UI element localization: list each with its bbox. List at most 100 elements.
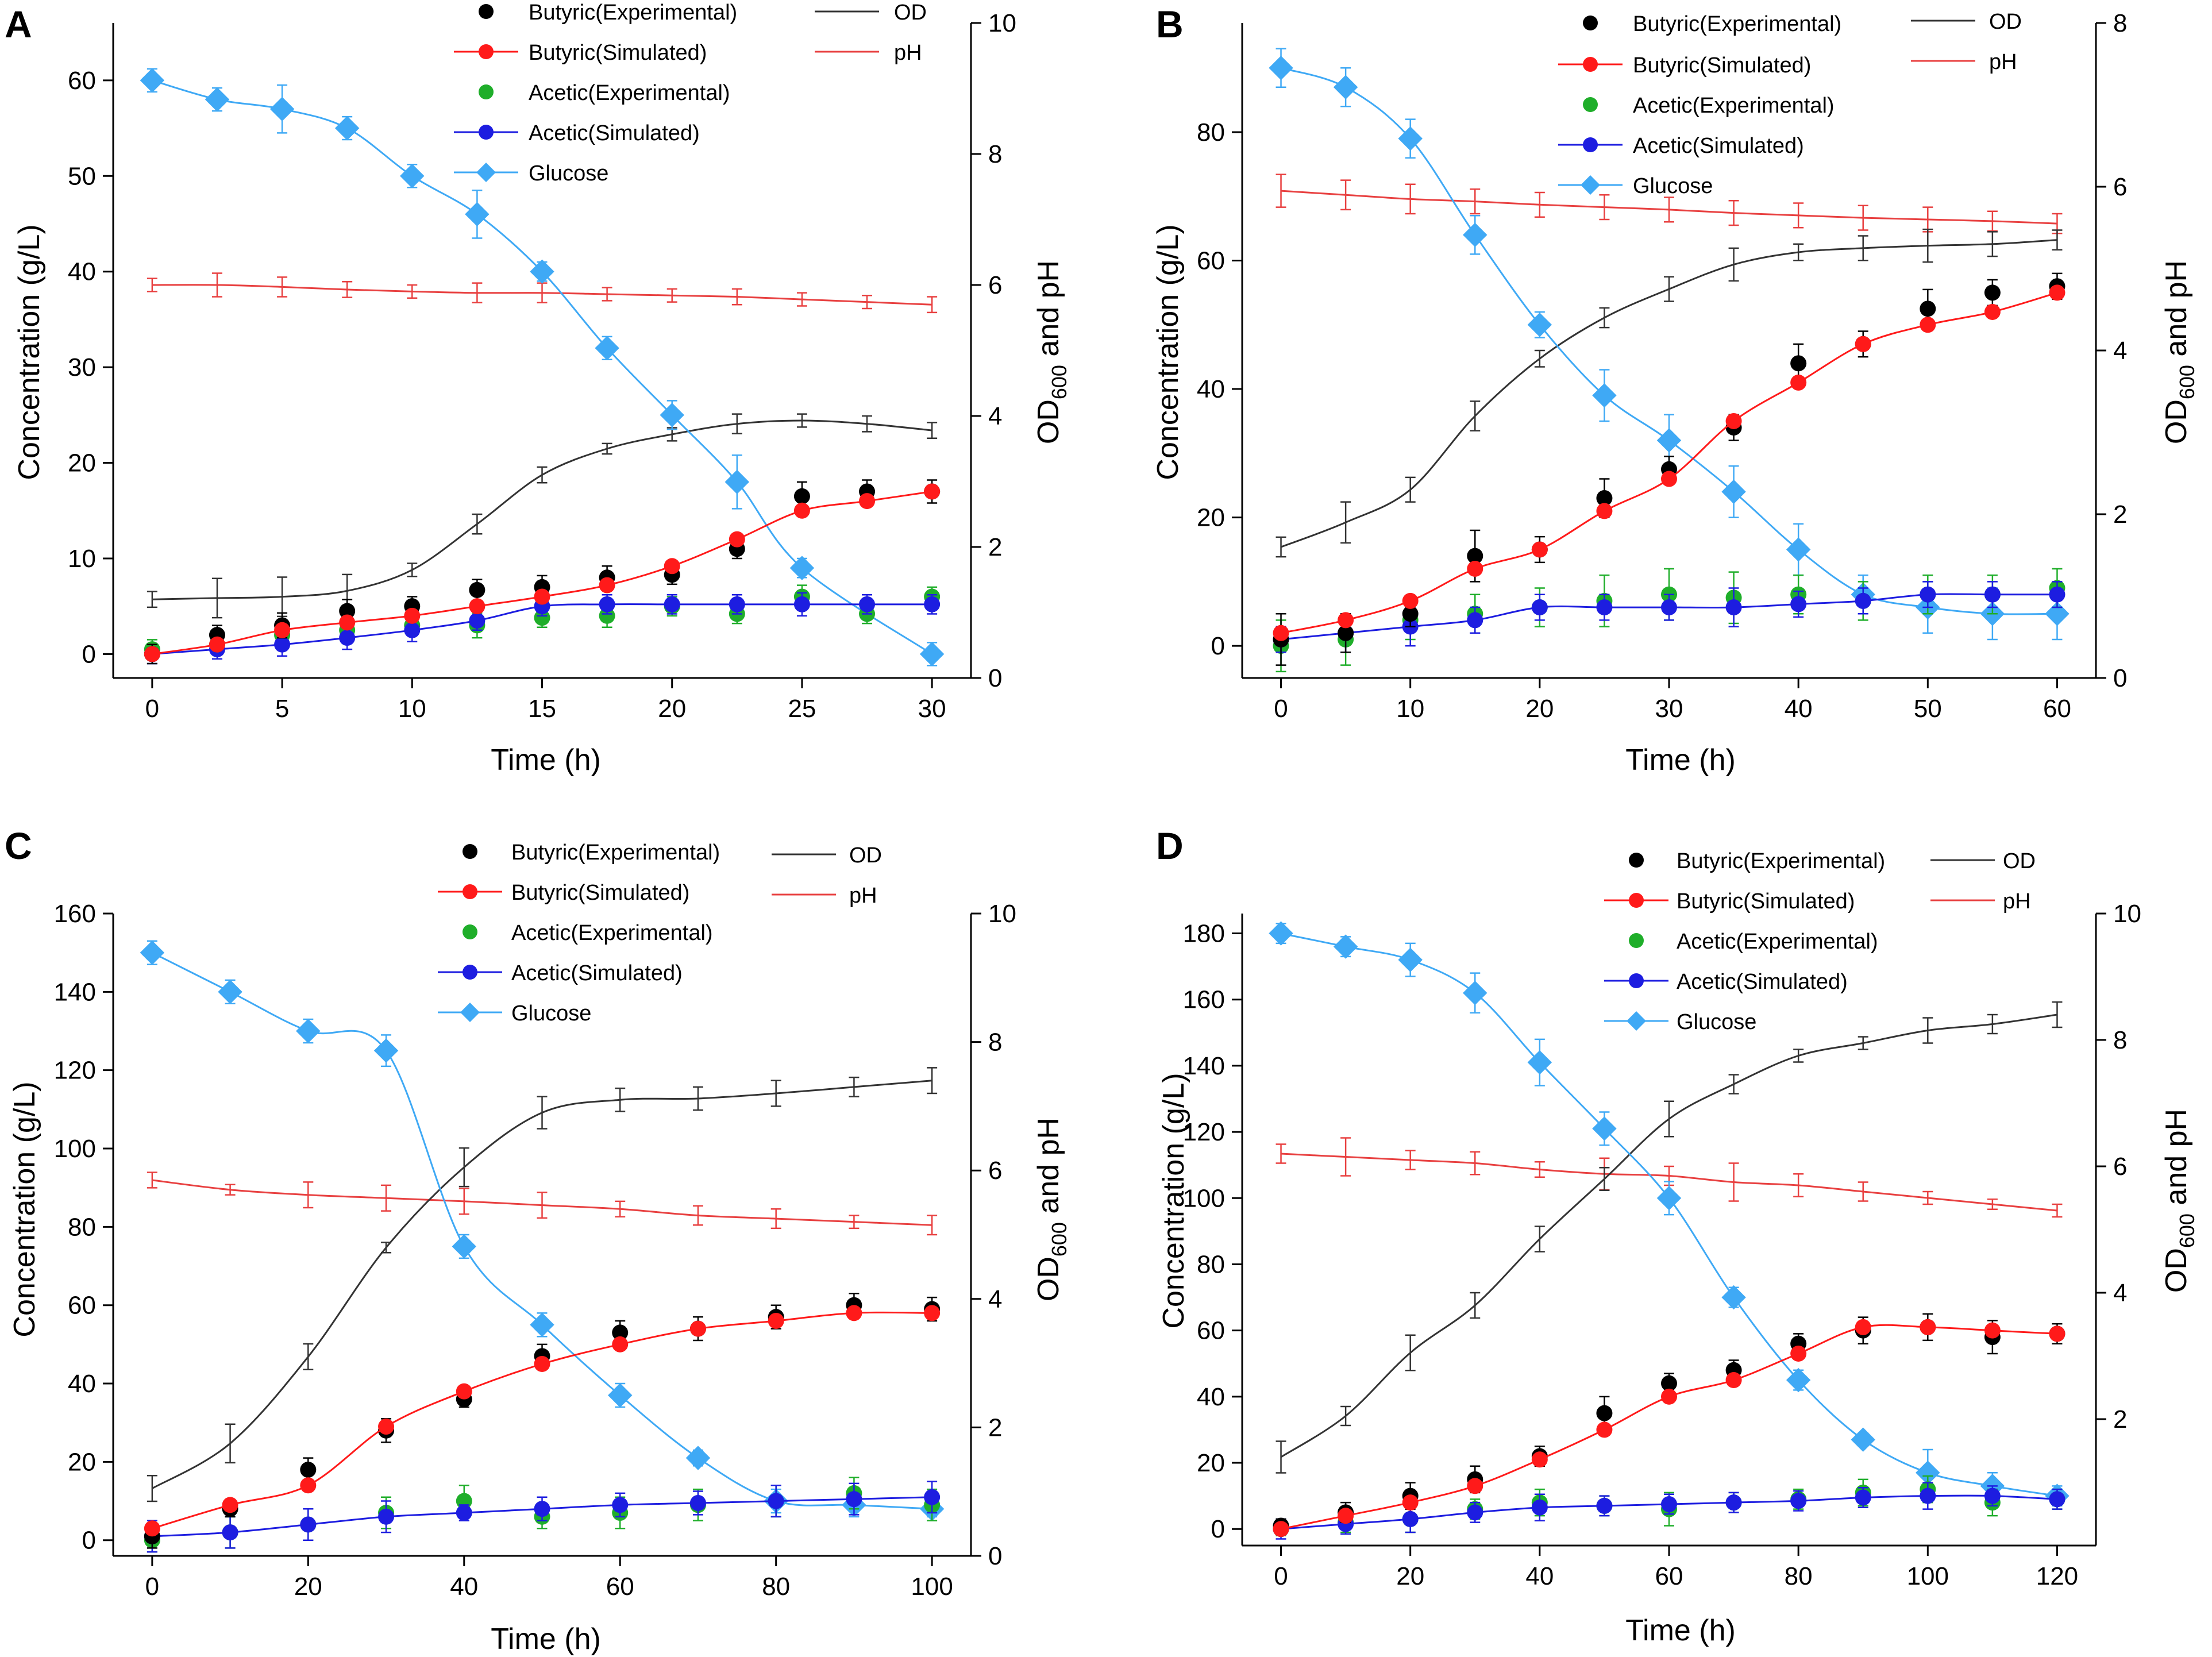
legend-entry-acetic-simulated: Acetic(Simulated) — [1604, 970, 1848, 994]
y-right-tick-label: 8 — [988, 1028, 1002, 1057]
plot-area: 0 10 20 30 40 50 60 0 20 40 60 80 0 2 4 6 8 — [1197, 9, 2127, 723]
data-point — [793, 596, 810, 612]
legend-label: Acetic(Simulated) — [529, 121, 700, 145]
series-ph — [147, 272, 938, 314]
data-point — [1333, 75, 1358, 99]
x-tick-label: 15 — [528, 695, 556, 723]
y-left-tick-label: 120 — [1183, 1118, 1225, 1146]
legend-label: Butyric(Simulated) — [1633, 53, 1811, 78]
y-right-tick-label: 0 — [988, 664, 1002, 692]
data-point — [452, 1234, 476, 1259]
data-point — [534, 1501, 550, 1517]
y-left-tick-label: 0 — [1211, 1515, 1225, 1543]
series-acetic-sim — [144, 592, 941, 665]
data-point — [274, 622, 291, 638]
x-tick-label: 60 — [2043, 695, 2071, 723]
x-tick-label: 40 — [1525, 1562, 1554, 1590]
data-point — [222, 1497, 238, 1513]
legend-entry-acetic-simulated: Acetic(Simulated) — [1558, 134, 1804, 158]
data-point — [1338, 1508, 1354, 1524]
y-right-tick-label: 2 — [2113, 500, 2127, 529]
data-point — [465, 202, 490, 227]
y-right-tick-label: 4 — [988, 402, 1002, 430]
legend-label: OD — [894, 1, 927, 25]
y-left-tick-label: 160 — [1183, 986, 1225, 1014]
legend-entry-butyric-experimental: Butyric(Experimental) — [479, 1, 737, 25]
data-point — [144, 1520, 160, 1537]
panel-c: C Concentration (g/L) Time (h) OD600 and… — [5, 824, 1071, 1656]
data-point — [140, 940, 165, 965]
series-glucose — [1269, 921, 2070, 1508]
series-acetic-sim — [1273, 1482, 2065, 1540]
data-point — [300, 1477, 317, 1494]
data-point — [1531, 599, 1548, 616]
data-point — [1920, 1488, 1936, 1504]
data-point — [1661, 599, 1677, 616]
y-right-tick-label: 6 — [2113, 173, 2127, 201]
y-right-tick-label: 6 — [988, 271, 1002, 299]
y-right-tick-label: 10 — [2113, 900, 2141, 928]
data-point — [1661, 1375, 1677, 1392]
y-right-tick-label: 6 — [2113, 1153, 2127, 1181]
x-tick-label: 20 — [1396, 1562, 1424, 1590]
series-butyric-sim — [144, 483, 941, 662]
data-point — [373, 1038, 399, 1063]
legend-label: Acetic(Experimental) — [529, 81, 730, 105]
legend-label: Glucose — [529, 161, 608, 186]
legend-label: Butyric(Experimental) — [529, 1, 737, 25]
y-right-tick-label: 0 — [2113, 664, 2127, 692]
x-axis-title: Time (h) — [491, 1623, 601, 1656]
legend-label: Glucose — [1677, 1010, 1756, 1034]
data-point — [1531, 1451, 1548, 1468]
data-point — [1596, 1497, 1613, 1514]
y-left-tick-label: 50 — [68, 162, 96, 190]
data-point — [1984, 1322, 2001, 1339]
series-glucose — [140, 940, 945, 1521]
data-point — [924, 596, 941, 612]
legend-entry-ph: pH — [1930, 889, 2031, 914]
data-point — [599, 607, 615, 624]
data-point — [846, 1305, 862, 1321]
data-point — [205, 87, 230, 112]
data-point — [789, 556, 815, 580]
data-point — [1656, 1186, 1682, 1211]
y-left-tick-label: 30 — [68, 353, 96, 382]
y-left-tick-label: 60 — [68, 67, 96, 95]
data-point — [469, 581, 485, 598]
legend-label: Butyric(Simulated) — [529, 41, 707, 65]
y-left-tick-label: 0 — [82, 1527, 96, 1555]
data-point — [1527, 1050, 1552, 1075]
data-point — [689, 1320, 706, 1337]
data-point — [2049, 1491, 2065, 1508]
data-point — [1273, 625, 1289, 641]
y-left-tick-label: 0 — [82, 640, 96, 668]
x-tick-label: 10 — [1396, 695, 1424, 723]
x-tick-label: 20 — [658, 695, 686, 723]
panel-letter: D — [1156, 824, 1184, 867]
data-point — [296, 1019, 321, 1043]
legend-label: pH — [849, 884, 877, 908]
legend-entry-butyric-simulated: Butyric(Simulated) — [1558, 53, 1811, 78]
data-point — [269, 97, 295, 121]
legend-entry-glucose: Glucose — [1558, 174, 1713, 198]
data-point — [1402, 606, 1419, 622]
data-point — [378, 1419, 395, 1435]
y-right-tick-label: 4 — [2113, 337, 2127, 365]
legend-entry-od: OD — [1930, 849, 2036, 873]
data-point — [1531, 1499, 1548, 1516]
data-point — [1463, 981, 1487, 1005]
x-axis-title: Time (h) — [1625, 743, 1736, 777]
y-left-tick-label: 140 — [1183, 1052, 1225, 1080]
legend-entry-acetic-simulated: Acetic(Simulated) — [438, 961, 683, 985]
x-tick-label: 5 — [275, 695, 289, 723]
y-left-tick-label: 180 — [1183, 920, 1225, 948]
data-point — [209, 636, 225, 653]
data-point — [1467, 548, 1483, 564]
y-left-axis-title: Concentration (g/L) — [1157, 1073, 1190, 1328]
legend-entry-butyric-simulated: Butyric(Simulated) — [438, 881, 689, 905]
data-point — [768, 1312, 784, 1329]
legend-entry-od: OD — [772, 843, 882, 868]
y-left-tick-label: 100 — [1183, 1184, 1225, 1212]
legend-entry-od: OD — [815, 1, 927, 25]
